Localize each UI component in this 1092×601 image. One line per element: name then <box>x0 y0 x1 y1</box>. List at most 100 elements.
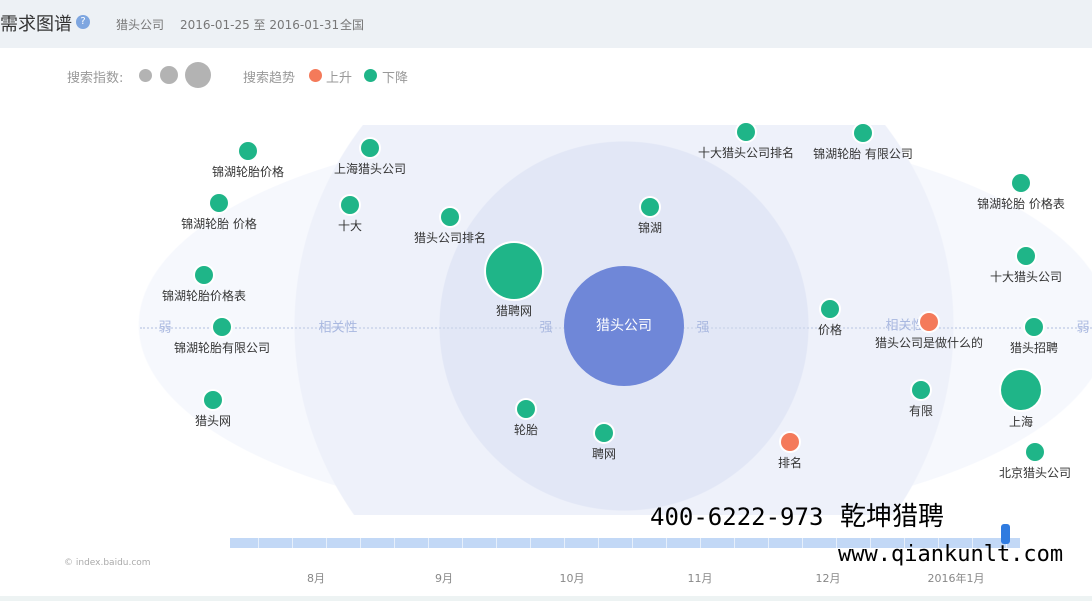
keyword-node[interactable] <box>239 142 257 160</box>
keyword-label[interactable]: 聘网 <box>591 447 617 461</box>
down-dot <box>364 69 377 82</box>
timeline-tick <box>904 538 905 548</box>
timeline-tick <box>394 538 395 548</box>
timeline-tick <box>768 538 769 548</box>
index-medium-dot <box>160 66 178 84</box>
keyword-node[interactable] <box>341 196 359 214</box>
axis-label: 弱 <box>158 320 172 336</box>
keyword-label[interactable]: 猎头公司是做什么的 <box>874 336 984 350</box>
keyword-node[interactable] <box>821 300 839 318</box>
search-index-label: 搜索指数: <box>67 71 124 86</box>
timeline-tick <box>564 538 565 548</box>
timeline-tick <box>972 538 973 548</box>
timeline-tick <box>428 538 429 548</box>
keyword-node[interactable] <box>1026 443 1044 461</box>
keyword-node[interactable] <box>361 139 379 157</box>
keyword-node[interactable] <box>1025 318 1043 336</box>
keyword-label[interactable]: 锦湖轮胎价格 <box>211 165 285 179</box>
index-small-dot <box>139 69 152 82</box>
month-label: 10月 <box>559 572 585 585</box>
timeline-tick <box>258 538 259 548</box>
keyword-node[interactable] <box>641 198 659 216</box>
timeline-tick <box>938 538 939 548</box>
axis-label: 相关性 <box>885 318 925 334</box>
watermark-phone: 400-6222-973 <box>650 503 824 531</box>
timeline-slider[interactable] <box>230 538 1020 548</box>
keyword-label[interactable]: 猎头公司排名 <box>413 231 487 245</box>
keyword-label[interactable]: 锦湖 <box>637 221 663 235</box>
keyword-node[interactable] <box>912 381 930 399</box>
keyword-node[interactable] <box>213 318 231 336</box>
month-label: 8月 <box>307 572 325 585</box>
down-label: 下降 <box>382 71 409 86</box>
search-trend-label: 搜索趋势 <box>243 71 296 86</box>
keyword-label[interactable]: 上海 <box>1008 415 1034 429</box>
keyword-node[interactable] <box>781 433 799 451</box>
keyword-label[interactable]: 十大猎头公司 <box>989 270 1063 284</box>
keyword-node[interactable] <box>1001 370 1041 410</box>
keyword: 猎头公司 <box>116 18 165 32</box>
keyword-label[interactable]: 锦湖轮胎 价格表 <box>977 197 1065 211</box>
watermark-name: 乾坤猎聘 <box>840 502 945 532</box>
keyword-label[interactable]: 轮胎 <box>513 423 539 437</box>
keyword-node[interactable] <box>1012 174 1030 192</box>
keyword-node[interactable] <box>1017 247 1035 265</box>
timeline-tick <box>292 538 293 548</box>
keyword-label[interactable]: 十大猎头公司排名 <box>697 146 795 160</box>
month-label: 2016年1月 <box>927 572 985 585</box>
keyword-label[interactable]: 锦湖轮胎价格表 <box>161 289 247 303</box>
up-label: 上升 <box>326 71 353 86</box>
timeline-tick <box>836 538 837 548</box>
keyword-node[interactable] <box>210 194 228 212</box>
up-dot <box>309 69 322 82</box>
timeline-tick <box>496 538 497 548</box>
month-label: 11月 <box>687 572 713 585</box>
keyword-label[interactable]: 十大 <box>337 219 363 233</box>
timeline-tick <box>734 538 735 548</box>
footer-strip <box>0 596 1092 601</box>
keyword-label[interactable]: 锦湖轮胎有限公司 <box>173 341 271 355</box>
graph-area <box>0 125 1092 515</box>
keyword-node[interactable] <box>517 400 535 418</box>
keyword-label[interactable]: 猎聘网 <box>495 304 533 318</box>
timeline-handle[interactable] <box>1001 524 1010 544</box>
date-range: 2016-01-25 至 2016-01-31 <box>180 18 340 32</box>
copyright: © index.baidu.com <box>64 558 151 568</box>
keyword-label[interactable]: 有限 <box>908 404 934 418</box>
page-title: 需求图谱 <box>0 14 72 35</box>
axis-label: 相关性 <box>318 320 358 336</box>
axis-label: 弱 <box>1076 320 1090 336</box>
keyword-node[interactable] <box>737 123 755 141</box>
keyword-node[interactable] <box>195 266 213 284</box>
timeline-tick <box>870 538 871 548</box>
keyword-label[interactable]: 猎头网 <box>194 414 232 428</box>
question-icon[interactable]: ? <box>76 15 90 29</box>
keyword-label[interactable]: 价格 <box>817 323 843 337</box>
header-bar: 需求图谱 ? 猎头公司 2016-01-25 至 2016-01-31 全国 <box>0 0 1092 48</box>
watermark-url: www.qiankunlt.com <box>838 542 1064 567</box>
keyword-node[interactable] <box>920 313 938 331</box>
index-large-dot <box>185 62 211 88</box>
keyword-node[interactable] <box>854 124 872 142</box>
month-label: 9月 <box>435 572 453 585</box>
keyword-label[interactable]: 猎头招聘 <box>1009 341 1059 355</box>
month-label: 12月 <box>815 572 841 585</box>
timeline-tick <box>632 538 633 548</box>
keyword-label[interactable]: 锦湖轮胎 价格 <box>181 217 257 231</box>
timeline-tick <box>326 538 327 548</box>
timeline-tick <box>598 538 599 548</box>
center-keyword-node[interactable]: 猎头公司 <box>564 266 684 386</box>
keyword-label[interactable]: 上海猎头公司 <box>333 162 407 176</box>
timeline-tick <box>666 538 667 548</box>
keyword-label[interactable]: 锦湖轮胎 有限公司 <box>813 147 913 161</box>
axis-label: 强 <box>696 320 710 336</box>
axis-label: 强 <box>539 320 553 336</box>
keyword-node[interactable] <box>441 208 459 226</box>
timeline-tick <box>360 538 361 548</box>
keyword-node[interactable] <box>486 243 542 299</box>
keyword-label[interactable]: 北京猎头公司 <box>998 466 1072 480</box>
keyword-label[interactable]: 排名 <box>777 456 803 470</box>
keyword-node[interactable] <box>595 424 613 442</box>
timeline-tick <box>802 538 803 548</box>
keyword-node[interactable] <box>204 391 222 409</box>
